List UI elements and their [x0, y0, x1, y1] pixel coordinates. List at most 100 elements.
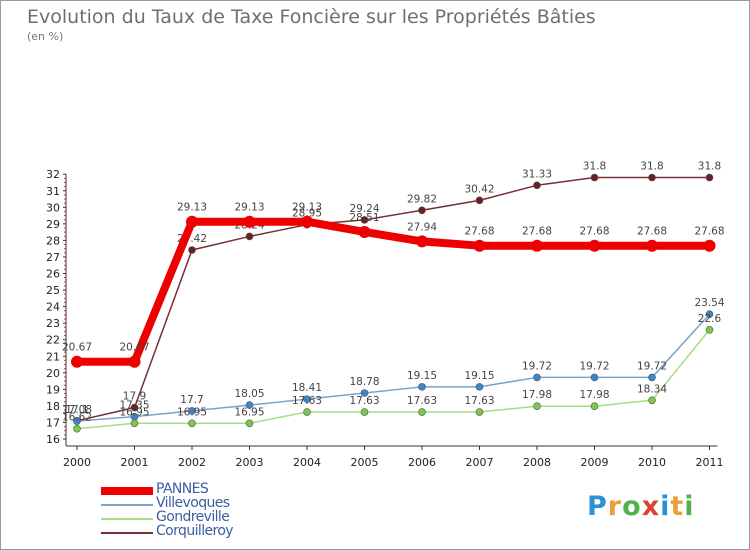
- data-point-pannes: [358, 225, 371, 238]
- data-point-corquilleroy: [188, 246, 196, 254]
- data-label-villevoques: 17.35: [119, 400, 149, 412]
- y-tick-label-24: 24: [46, 301, 60, 314]
- y-tick-label-27: 27: [46, 251, 60, 264]
- data-label-gondreville: 17.63: [407, 395, 437, 407]
- data-label-corquilleroy: 31.8: [583, 161, 606, 173]
- logo-letter: i: [684, 491, 695, 522]
- data-point-pannes: [128, 355, 141, 368]
- data-point-pannes: [531, 239, 543, 252]
- data-label-villevoques: 19.15: [407, 370, 437, 382]
- y-tick-label-29: 29: [46, 218, 60, 231]
- data-label-pannes: 20.67: [119, 342, 149, 354]
- data-label-pannes: 27.68: [694, 226, 724, 238]
- data-label-pannes: 27.68: [522, 226, 552, 238]
- data-label-gondreville: 17.63: [292, 395, 322, 407]
- data-point-corquilleroy: [130, 403, 139, 412]
- data-point-gondreville: [360, 408, 369, 416]
- data-label-pannes: 28.51: [349, 212, 379, 224]
- data-point-villevoques: [590, 373, 599, 382]
- data-label-gondreville: 16.95: [234, 406, 264, 418]
- data-label-villevoques: 19.72: [579, 360, 609, 372]
- data-label-corquilleroy: 30.42: [464, 183, 494, 195]
- data-label-gondreville: 17.63: [464, 395, 494, 407]
- data-point-villevoques: [303, 395, 311, 403]
- x-tick-label-2010: 2010: [638, 456, 666, 469]
- y-tick-label-26: 26: [46, 268, 60, 281]
- logo-letter: t: [670, 491, 685, 522]
- logo-letter: P: [587, 491, 608, 522]
- data-point-gondreville: [418, 408, 426, 416]
- data-label-villevoques: 18.41: [292, 382, 322, 394]
- data-label-villevoques: 23.54: [694, 297, 724, 309]
- x-tick-label-2006: 2006: [408, 456, 436, 469]
- x-tick-label-2009: 2009: [581, 456, 609, 469]
- data-point-gondreville: [533, 402, 541, 411]
- data-point-villevoques: [360, 389, 369, 397]
- legend-label-villevoques: Villevoques: [156, 495, 230, 511]
- x-tick-label-2004: 2004: [293, 456, 321, 469]
- data-label-villevoques: 18.05: [234, 388, 264, 400]
- x-tick-label-2000: 2000: [63, 456, 91, 469]
- legend-swatch-pannes: [101, 487, 153, 495]
- series-line-corquilleroy: [76, 176, 711, 422]
- logo-letter: r: [607, 491, 623, 522]
- y-tick-label-18: 18: [46, 400, 60, 413]
- unit-label: (en %): [27, 30, 64, 43]
- data-point-pannes: [703, 239, 716, 252]
- x-tick-label-2007: 2007: [466, 456, 494, 469]
- y-tick-label-32: 32: [46, 168, 60, 181]
- data-label-pannes: 27.94: [407, 221, 437, 233]
- data-label-corquilleroy: 31.8: [640, 161, 663, 173]
- x-tick-label-2003: 2003: [236, 456, 264, 469]
- data-label-corquilleroy: 17.9: [123, 391, 146, 403]
- data-label-villevoques: 18.78: [349, 376, 379, 388]
- x-tick-label-2008: 2008: [523, 456, 551, 469]
- data-point-corquilleroy: [705, 173, 714, 182]
- data-label-gondreville: 17.98: [522, 389, 552, 401]
- y-tick-label-23: 23: [46, 317, 60, 330]
- y-tick-label-21: 21: [46, 350, 60, 363]
- data-point-corquilleroy: [418, 206, 426, 215]
- y-tick-label-22: 22: [46, 334, 60, 347]
- y-tick-label-20: 20: [46, 367, 60, 380]
- data-label-pannes: 27.68: [464, 226, 494, 238]
- legend-label-pannes: PANNES: [156, 481, 209, 497]
- data-label-villevoques: 17.08: [62, 404, 92, 416]
- x-tick-label-2002: 2002: [178, 456, 206, 469]
- data-label-pannes: 29.13: [292, 202, 322, 214]
- data-point-corquilleroy: [245, 232, 254, 241]
- data-label-gondreville: 22.6: [698, 313, 722, 325]
- data-point-villevoques: [245, 401, 254, 409]
- legend-swatch-villevoques: [101, 504, 153, 506]
- series-line-villevoques: [76, 313, 711, 422]
- data-point-pannes: [646, 239, 658, 252]
- data-point-corquilleroy: [590, 173, 599, 182]
- data-point-villevoques: [705, 310, 714, 319]
- x-tick-label-2011: 2011: [696, 456, 724, 469]
- data-label-gondreville: 16.95: [119, 406, 149, 418]
- data-label-villevoques: 17.7: [180, 394, 203, 406]
- series-line-pannes: [73, 217, 714, 366]
- data-label-pannes: 29.13: [177, 202, 207, 214]
- data-point-corquilleroy: [648, 173, 656, 182]
- data-label-pannes: 29.13: [234, 202, 264, 214]
- data-point-gondreville: [475, 408, 484, 416]
- data-point-villevoques: [418, 383, 426, 391]
- data-label-pannes: 27.68: [579, 226, 609, 238]
- logo-letter: x: [641, 491, 661, 522]
- data-point-pannes: [71, 355, 83, 368]
- y-tick-label-31: 31: [46, 185, 60, 198]
- data-point-villevoques: [648, 373, 656, 382]
- proxiti-logo: Proxiti: [587, 491, 695, 522]
- data-point-pannes: [588, 239, 601, 252]
- legend-label-corquilleroy: Corquilleroy: [156, 523, 234, 539]
- data-point-gondreville: [188, 419, 196, 428]
- data-label-gondreville: 17.98: [579, 389, 609, 401]
- data-point-gondreville: [303, 408, 311, 416]
- data-point-gondreville: [590, 402, 599, 411]
- data-label-corquilleroy: 29.82: [407, 193, 437, 205]
- data-label-pannes: 27.68: [637, 226, 667, 238]
- data-label-gondreville: 18.34: [637, 383, 667, 395]
